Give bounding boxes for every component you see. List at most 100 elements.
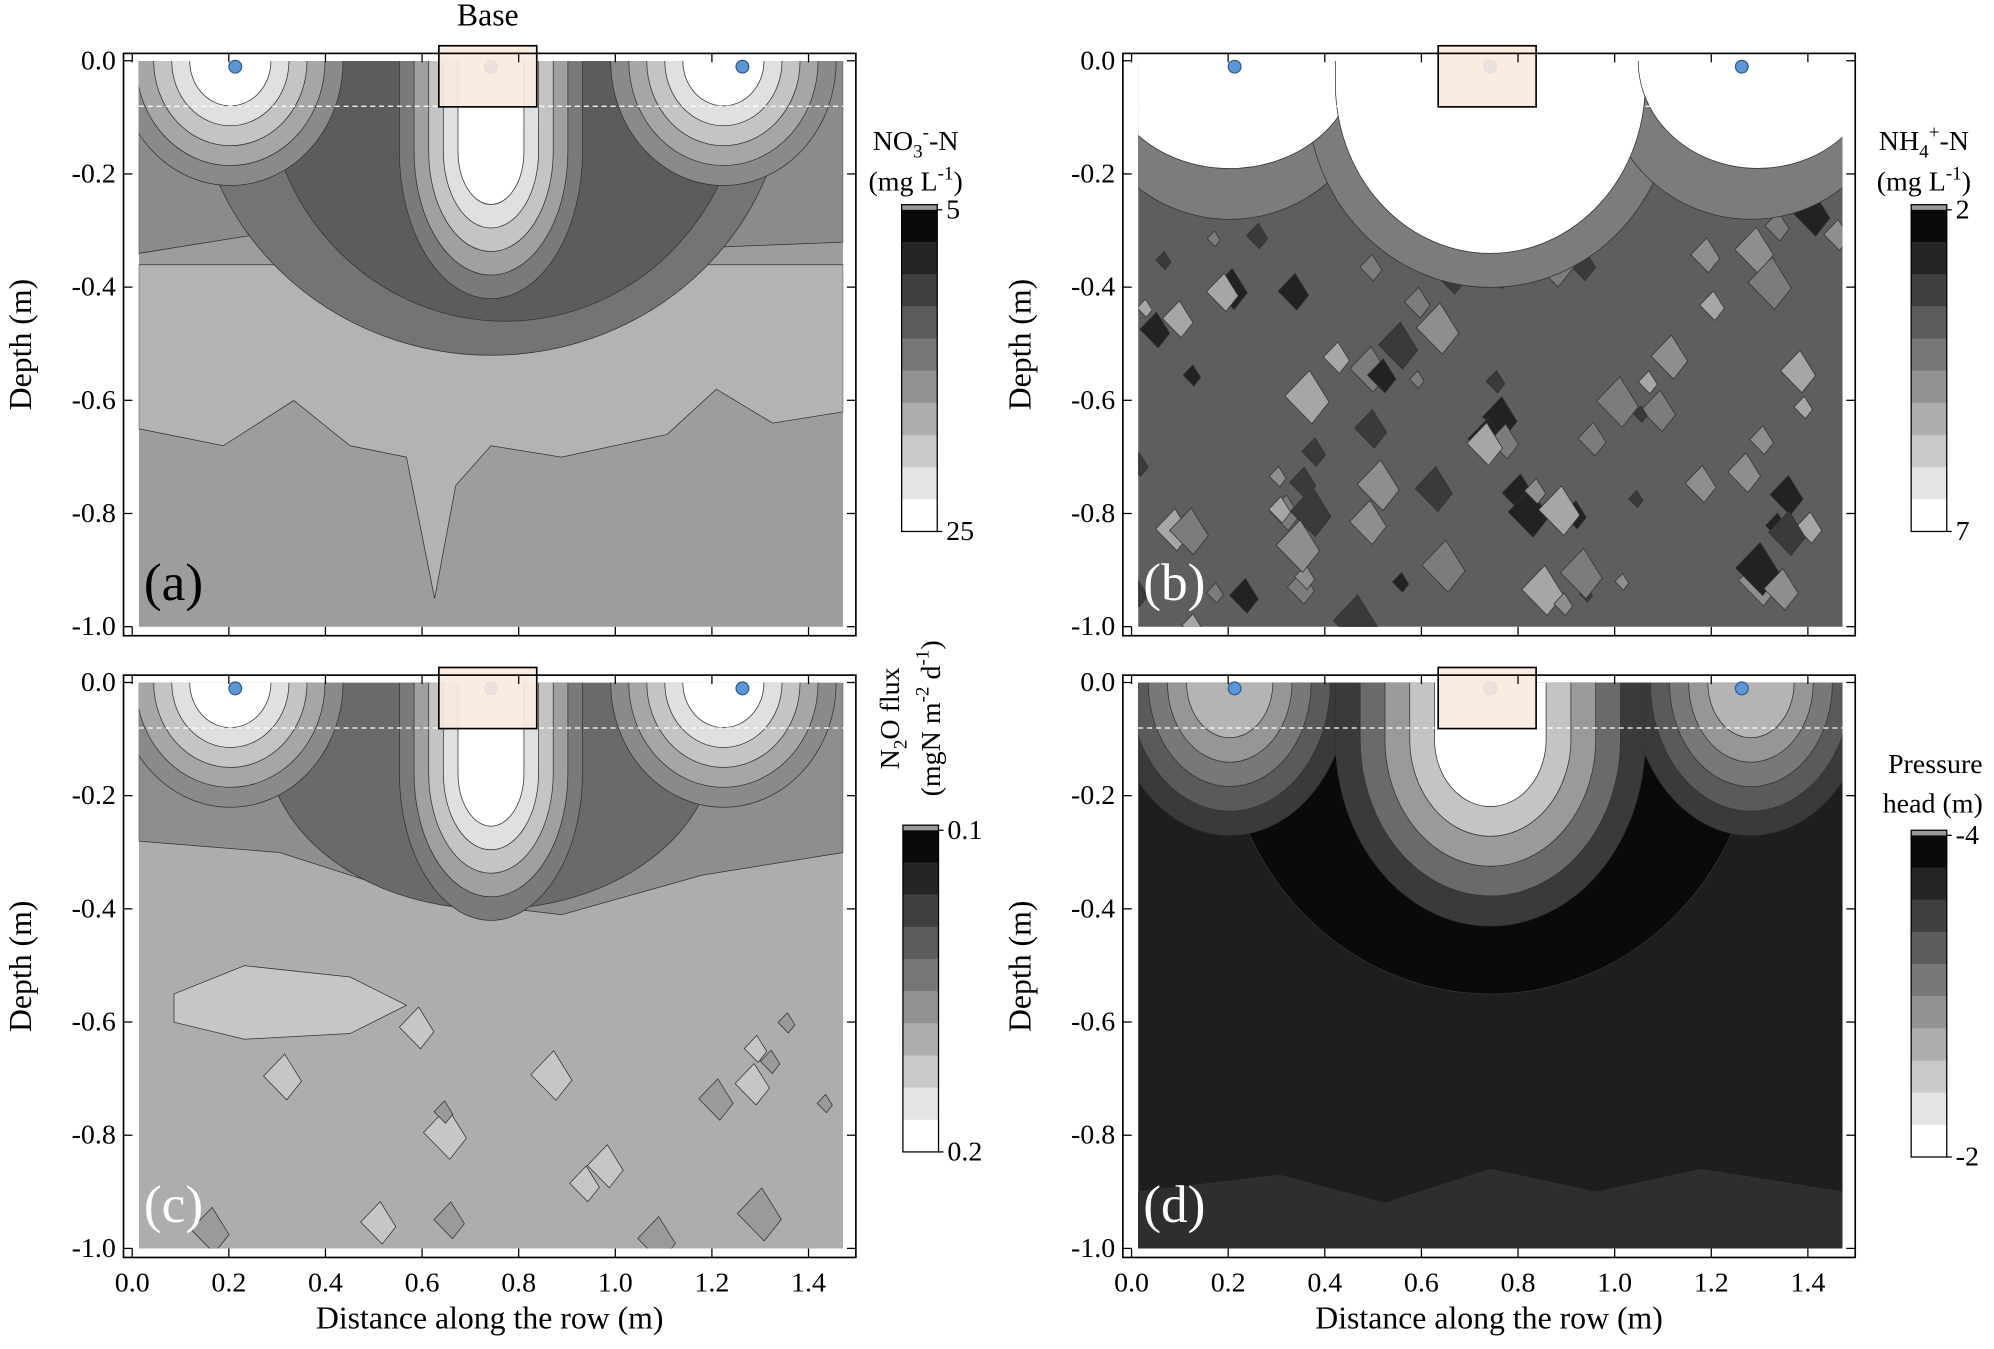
label-part: ) [916, 640, 947, 649]
y-axis-label: Depth (m) [3, 901, 38, 1032]
base-box [438, 44, 538, 108]
emitter [228, 681, 243, 696]
x-tick-label: 0.8 [501, 1267, 536, 1298]
label-part: (mg L [1877, 167, 1946, 198]
contour-region [1734, 226, 1774, 275]
label-part: + [1929, 123, 1940, 144]
plot-frame [1122, 674, 1857, 1259]
contour-region [1155, 250, 1172, 271]
label-part: -1 [1946, 163, 1962, 184]
contour-region [759, 1049, 781, 1075]
contour-region [1275, 519, 1321, 573]
panel-label: (c) [144, 1174, 203, 1234]
colorbar-band [902, 894, 939, 928]
contour-region [637, 1215, 676, 1249]
label-part: 3 [913, 142, 923, 163]
colorbar-frame [902, 824, 940, 1153]
label-part: N [875, 749, 906, 769]
contour-region [530, 1050, 573, 1101]
contour-region [1181, 613, 1202, 627]
label-part: NO [873, 126, 913, 157]
x-tick-label: 0.2 [211, 1267, 246, 1298]
contour-region [1684, 464, 1717, 504]
y-tick-label: -1.0 [1071, 1233, 1115, 1264]
colorbar-band [1911, 1124, 1947, 1158]
y-tick-label: -0.6 [72, 385, 116, 416]
y-tick-label: -1.0 [1071, 611, 1115, 642]
contour-region [1485, 369, 1506, 394]
contour-region [1699, 290, 1725, 322]
contour-region [1206, 230, 1221, 248]
colorbar-band [902, 926, 939, 960]
colorbar-band [902, 1055, 939, 1089]
emitter [228, 59, 243, 74]
colorbar-top-strip [1911, 830, 1947, 836]
contour-region [1205, 582, 1224, 604]
chart-title: Base [457, 0, 519, 32]
y-tick-label: -0.8 [1071, 498, 1115, 529]
contour-region [1690, 237, 1721, 274]
contour-region [1366, 358, 1397, 394]
y-tick-label: -0.8 [72, 1120, 116, 1151]
x-tick-label: 1.4 [791, 1267, 826, 1298]
x-tick-label: 0.4 [1307, 1267, 1342, 1298]
colorbar-tick-label: 0.2 [947, 1136, 982, 1167]
y-tick-label: -0.4 [1071, 272, 1115, 303]
contour-region [1763, 568, 1799, 611]
contour-region [1139, 311, 1171, 349]
contour-region [1637, 370, 1658, 395]
contour-field [138, 61, 844, 627]
panel: 0.0 -0.2 -0.4 -0.6 -0.8 -1.0 Depth (m) Base (a) 5… [3, 0, 974, 642]
colorbar-band [1911, 209, 1947, 243]
y-axis-label: Depth (m) [1002, 901, 1037, 1032]
colorbar-label: head (m) [1883, 788, 1983, 819]
y-tick-label: -0.8 [1071, 1120, 1115, 1151]
contour-region [1228, 577, 1259, 614]
colorbar-band [1911, 402, 1947, 436]
contour-region [1205, 272, 1239, 313]
y-tick-label: -0.2 [72, 158, 116, 189]
contour-region [433, 1100, 454, 1124]
x-tick-label: 0.2 [1211, 1267, 1246, 1298]
contour-region [398, 1006, 435, 1050]
contour-region [1138, 298, 1153, 318]
contour-region [1334, 61, 1646, 254]
y-axis-label: Depth (m) [3, 279, 38, 410]
label-part: O flux [875, 667, 906, 739]
contour-region [1628, 489, 1644, 509]
contour-region [1284, 369, 1330, 425]
panel-label: (a) [144, 552, 203, 612]
y-axis-label: Depth (m) [1002, 279, 1037, 410]
contour-region [1332, 594, 1378, 627]
colorbar-band [1911, 241, 1947, 275]
y-tick-label: 0.0 [81, 45, 116, 76]
contour-region [1186, 682, 1274, 738]
colorbar-tick-label: 25 [946, 516, 974, 547]
label-part: ) [953, 167, 962, 198]
colorbar-band [902, 830, 939, 864]
colorbar-band [901, 499, 938, 533]
colorbar-band [901, 434, 938, 468]
colorbar-label: N2O flux [875, 667, 912, 769]
contour-region [1727, 452, 1762, 494]
contour-region [1466, 422, 1503, 467]
colorbar-band [902, 1119, 939, 1153]
colorbar-band [1911, 499, 1947, 533]
colorbar-band [1911, 899, 1947, 933]
panel: 0.0-0.2-0.4-0.6-0.8-1.00.0 0.2 0.4 0.6 0.8 1.… [1002, 666, 1979, 1336]
contour-region [736, 1187, 782, 1242]
contour-region [1793, 395, 1814, 420]
contour-region [1138, 579, 1149, 608]
contour-region [1359, 253, 1383, 282]
y-tick-label: 0.0 [1080, 45, 1115, 76]
colorbar-band [1911, 338, 1947, 372]
contour-region [1489, 423, 1519, 460]
contour-region [816, 1093, 833, 1114]
panel-label: (b) [1143, 552, 1205, 612]
label-part: -N [1939, 126, 1969, 157]
contour-region [1391, 571, 1410, 593]
colorbar-band [902, 958, 939, 992]
label-part: 2 [891, 740, 912, 750]
colorbar-frame [1910, 204, 1948, 533]
colorbar-band [902, 1087, 939, 1121]
